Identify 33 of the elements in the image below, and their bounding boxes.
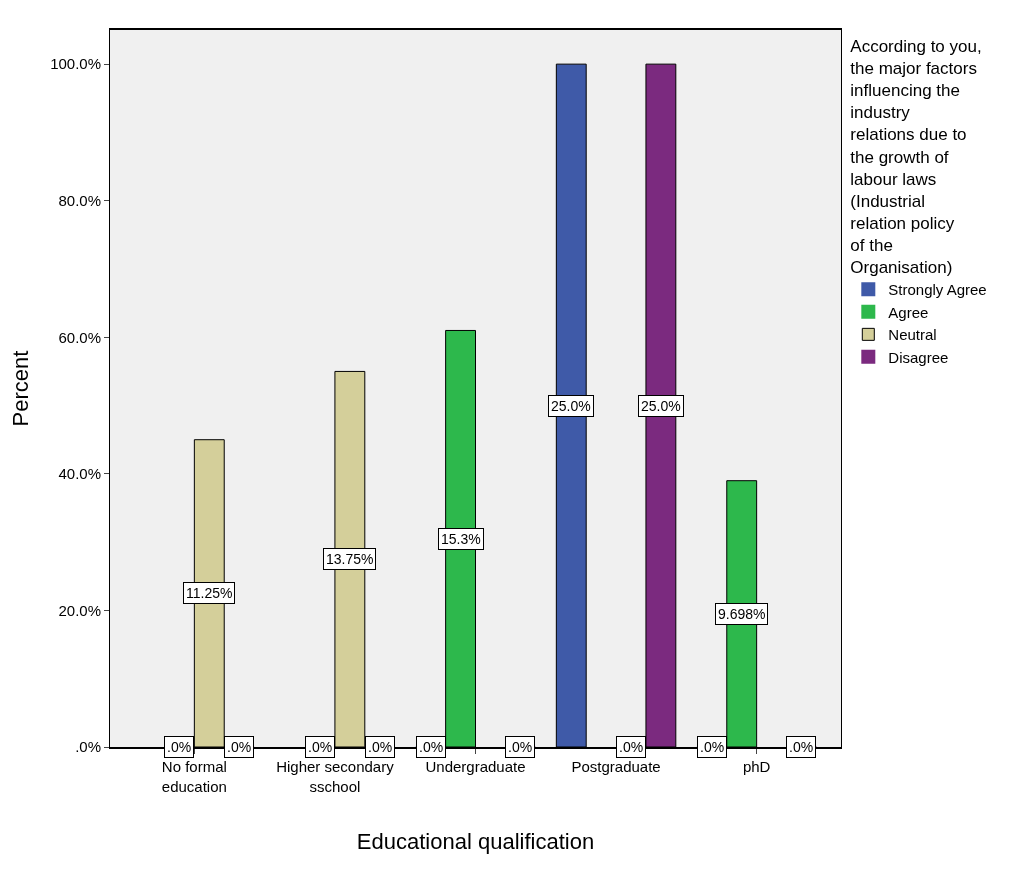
annotation: .0% — [789, 739, 814, 755]
annotation: .0% — [227, 739, 252, 755]
y-tick-label: 40.0% — [58, 465, 101, 483]
annotation: .0% — [619, 739, 644, 755]
annotation: .0% — [419, 739, 444, 755]
y-tick-label: 20.0% — [58, 601, 101, 619]
annotation: .0% — [167, 739, 192, 755]
y-tick-label: .0% — [75, 738, 101, 756]
annotation: 25.0% — [551, 398, 591, 414]
legend-label: Neutral — [888, 326, 937, 344]
annotation: .0% — [700, 739, 725, 755]
annotation: 25.0% — [641, 398, 681, 414]
y-tick-label: 60.0% — [58, 328, 101, 346]
annotation: 15.3% — [441, 531, 481, 547]
annotation: 11.25% — [186, 585, 233, 601]
annotation: .0% — [508, 739, 533, 755]
x-tick-label: Undergraduate — [425, 758, 526, 775]
annotation: 13.75% — [326, 551, 374, 567]
y-tick-label: 80.0% — [58, 191, 101, 209]
text: According to you, the major factors influencing the industry relations due to the growth of labour laws (Industrial relation policy of the Organisation) — [850, 37, 982, 278]
legend-label: Strongly Agree — [888, 281, 987, 299]
x-tick-label: No formal education — [161, 758, 227, 795]
y-tick-label: 100.0% — [50, 55, 101, 73]
legend-label: Disagree — [888, 348, 949, 366]
annotation: .0% — [368, 739, 393, 755]
x-tick-label: Postgraduate — [571, 758, 661, 775]
y-axis-title: Percent — [7, 350, 33, 427]
x-axis-title: Educational qualification — [356, 828, 595, 854]
annotation: 9.698% — [718, 606, 766, 622]
annotation: .0% — [308, 739, 333, 755]
x-tick-label: Higher secondary sschool — [276, 758, 395, 795]
legend-label: Agree — [888, 303, 929, 321]
x-tick-label: phD — [742, 758, 771, 775]
